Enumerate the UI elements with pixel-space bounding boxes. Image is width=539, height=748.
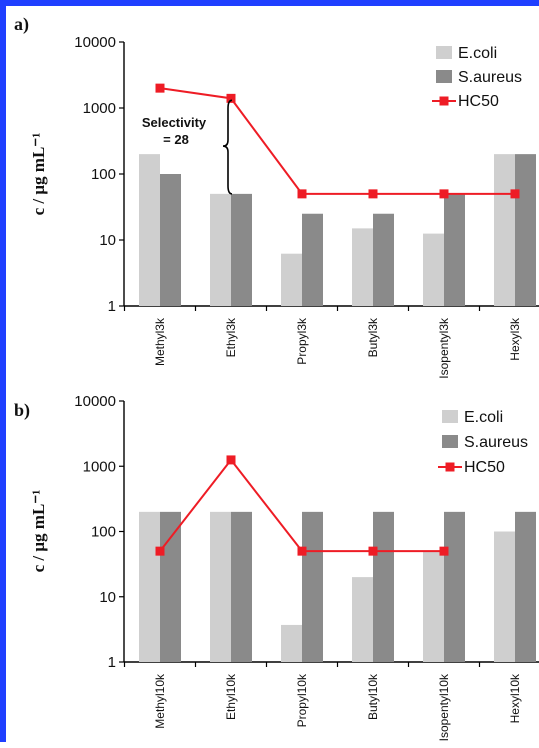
hc50-marker: [297, 546, 307, 556]
selectivity-value: = 28: [163, 132, 189, 147]
legend-swatch: [436, 46, 452, 59]
y-tick-label: 1000: [83, 458, 116, 475]
hc50-marker: [439, 546, 449, 556]
bar-ecoli: [281, 624, 302, 662]
bar-ecoli: [210, 511, 231, 662]
bar-saureus: [373, 511, 394, 662]
y-axis-title: c / μg mL⁻¹: [29, 490, 48, 573]
selectivity-brace: [222, 99, 233, 195]
bar-saureus: [444, 193, 465, 306]
x-category-label: Hexyl3k: [508, 317, 522, 361]
x-category-label: Methyl3k: [153, 317, 167, 366]
hc50-marker: [226, 455, 236, 465]
legend-swatch: [442, 435, 458, 448]
x-category-label: Ethyl10k: [224, 673, 238, 720]
legend-swatch: [442, 410, 458, 423]
chart-panel-2: b) c / μg mL⁻¹ 1 10 100 1000 10000 Methyl10k Eth…: [14, 393, 539, 741]
hc50-marker: [155, 83, 165, 93]
bar-saureus: [515, 154, 536, 306]
bar-ecoli: [281, 253, 302, 306]
y-tick-label: 1: [108, 654, 116, 671]
legend-label: S.aureus: [458, 69, 522, 86]
bar-saureus: [302, 213, 323, 306]
x-category-label: Methyl10k: [153, 673, 167, 729]
x-category-label: Butyl3k: [366, 317, 380, 357]
chart-figure: a) c / μg mL⁻¹ 1 10 100 1000 10000 Methyl3k Ethy…: [14, 14, 539, 741]
hc50-marker: [439, 189, 449, 199]
hc50-marker: [368, 546, 378, 556]
chart-panel-1: a) c / μg mL⁻¹ 1 10 100 1000 10000 Methyl3k Ethy…: [14, 14, 539, 379]
x-category-label: Propyl3k: [295, 317, 309, 365]
hc50-marker: [368, 189, 378, 199]
bar-saureus: [231, 511, 252, 662]
bar-ecoli: [210, 193, 231, 306]
hc50-marker: [297, 189, 307, 199]
hc50-marker: [226, 93, 236, 103]
hc50-marker: [155, 546, 165, 556]
bar-saureus: [231, 193, 252, 306]
panel-label: b): [14, 400, 30, 421]
y-tick-label: 100: [91, 166, 116, 183]
legend-label: HC50: [458, 93, 499, 110]
bar-saureus: [302, 511, 323, 662]
hc50-line: [159, 87, 515, 195]
hc50-marker: [510, 189, 520, 199]
y-tick-label: 10: [99, 589, 116, 606]
bar-ecoli: [494, 531, 515, 662]
bar-ecoli: [352, 577, 373, 662]
x-category-label: Propyl10k: [295, 673, 309, 727]
y-tick-label: 10000: [74, 34, 116, 51]
x-category-label: Ethyl3k: [224, 317, 238, 357]
bar-saureus: [444, 511, 465, 662]
legend-label: HC50: [464, 459, 505, 476]
legend-swatch-marker: [445, 462, 455, 472]
y-tick-label: 100: [91, 524, 116, 541]
x-category-label: Butyl10k: [366, 673, 380, 720]
y-tick-label: 10: [99, 232, 116, 249]
bar-saureus: [160, 174, 181, 306]
bar-ecoli: [423, 233, 444, 306]
x-category-label: Isopentyl3k: [437, 317, 451, 379]
y-tick-label: 1: [108, 298, 116, 315]
bar-ecoli: [139, 511, 160, 662]
y-tick-label: 10000: [74, 393, 116, 410]
bar-ecoli: [494, 154, 515, 306]
bar-saureus: [373, 213, 394, 306]
legend-label: S.aureus: [464, 434, 528, 451]
y-axis-title: c / μg mL⁻¹: [29, 133, 48, 216]
legend-swatch-marker: [439, 96, 449, 106]
x-category-label: Hexyl10k: [508, 673, 522, 723]
y-tick-label: 1000: [83, 100, 116, 117]
x-category-label: Isopentyl10k: [437, 673, 451, 741]
bar-saureus: [515, 511, 536, 662]
bar-ecoli: [352, 228, 373, 306]
selectivity-label: Selectivity: [142, 115, 207, 130]
bar-ecoli: [139, 154, 160, 306]
legend-swatch: [436, 70, 452, 83]
panel-label: a): [14, 14, 29, 35]
legend-label: E.coli: [458, 45, 497, 62]
bar-ecoli: [423, 551, 444, 662]
bar-saureus: [160, 511, 181, 662]
legend-label: E.coli: [464, 409, 503, 426]
